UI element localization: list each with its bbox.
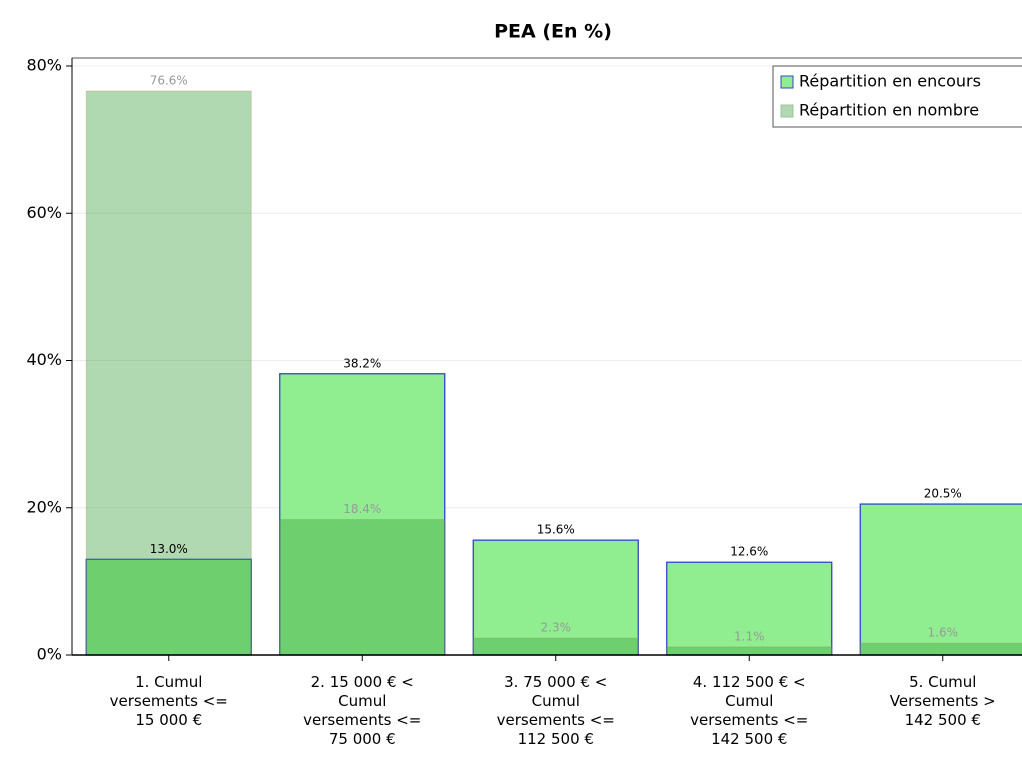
bar — [85, 558, 252, 656]
bar — [859, 642, 1022, 656]
value-label: 15.6% — [537, 523, 575, 537]
value-label: 12.6% — [730, 545, 768, 559]
bar — [666, 561, 833, 656]
value-label: 20.5% — [924, 487, 962, 501]
x-tick-label: 3. 75 000 € < Cumul versements <= 112 50… — [496, 673, 615, 748]
legend-swatch — [780, 75, 794, 89]
legend-label: Répartition en nombre — [799, 101, 979, 120]
x-tick-label: 1. Cumul versements <= 15 000 € — [109, 673, 228, 729]
value-label: 18.4% — [343, 502, 381, 516]
x-tick-label: 2. 15 000 € < Cumul versements <= 75 000… — [303, 673, 422, 748]
value-label: 76.6% — [150, 74, 188, 88]
value-label: 2.3% — [541, 621, 572, 635]
y-tick-label: 0% — [37, 645, 62, 664]
value-label: 13.0% — [150, 542, 188, 556]
value-label: 38.2% — [343, 356, 381, 370]
legend-swatch — [780, 104, 794, 118]
bar — [472, 637, 639, 656]
x-tick-label: 4. 112 500 € < Cumul versements <= 142 5… — [690, 673, 809, 748]
x-tick-label: 5. Cumul Versements > 142 500 € — [889, 673, 996, 729]
legend: Répartition en encours Répartition en nom… — [772, 65, 1022, 128]
y-tick-label: 80% — [26, 56, 62, 75]
bar — [859, 503, 1022, 656]
y-tick-label: 40% — [26, 350, 62, 369]
y-tick-label: 60% — [26, 203, 62, 222]
legend-label: Répartition en encours — [799, 72, 981, 91]
y-tick-label: 20% — [26, 497, 62, 516]
chart-title: PEA (En %) — [494, 21, 612, 43]
value-label: 1.1% — [734, 629, 765, 643]
value-label: 1.6% — [928, 626, 959, 640]
bar — [279, 519, 446, 656]
bar — [666, 646, 833, 656]
legend-box — [772, 65, 1022, 128]
bar — [279, 373, 446, 656]
bar — [85, 90, 252, 656]
